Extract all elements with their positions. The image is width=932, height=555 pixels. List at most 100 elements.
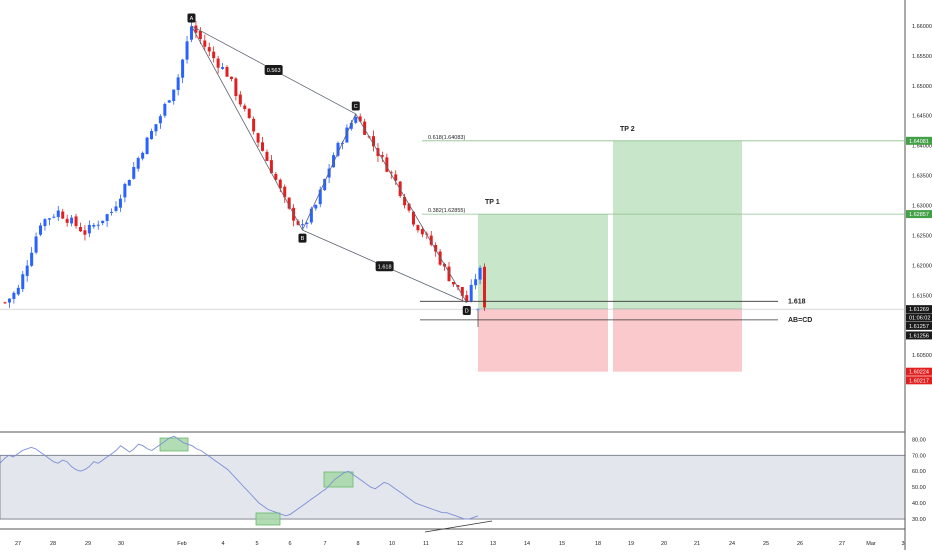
- candle: [136, 158, 140, 169]
- drawings-layer: TP 1 TP 2 0.618(1.64083) 0.382(1.62855) 1.61…: [0, 13, 812, 533]
- time-tick-label: 27: [839, 541, 845, 547]
- candle: [256, 133, 260, 143]
- price-tag: [906, 321, 932, 330]
- candle: [105, 214, 109, 221]
- candle: [305, 222, 309, 224]
- time-tick-label: 28: [50, 541, 56, 547]
- candle: [21, 274, 25, 290]
- candle: [336, 142, 340, 156]
- candle: [296, 221, 300, 225]
- candle: [101, 220, 105, 224]
- candle: [474, 279, 478, 286]
- rsi-divergence-line: [424, 520, 493, 533]
- price-tick-label: 1.60500: [912, 353, 932, 359]
- price-tag-label: 01:06:02: [909, 315, 930, 321]
- price-tick-label: 1.62500: [912, 233, 932, 239]
- time-tick-label: 24: [729, 541, 735, 547]
- pattern-point-tag: [298, 233, 307, 243]
- candle: [411, 211, 415, 225]
- candle: [354, 117, 358, 123]
- pattern-point-tag: [187, 13, 196, 23]
- candle: [243, 105, 247, 109]
- candle: [141, 152, 145, 159]
- candle: [447, 266, 451, 282]
- candle: [327, 168, 331, 178]
- candle: [61, 211, 65, 219]
- time-tick-label: 13: [490, 541, 496, 547]
- time-tick-label: Feb: [177, 541, 186, 547]
- candle: [345, 127, 349, 143]
- price-tick-label: 1.65500: [912, 54, 932, 60]
- candle: [300, 224, 304, 226]
- candle: [150, 131, 154, 140]
- candle: [283, 186, 287, 198]
- price-tick-label: 1.62000: [912, 263, 932, 269]
- candle: [198, 30, 202, 39]
- candle: [429, 235, 433, 245]
- candle: [380, 155, 384, 157]
- rsi-highlight-box: [323, 471, 354, 488]
- time-tick-label: 25: [763, 541, 769, 547]
- candle: [167, 100, 171, 103]
- candle: [394, 174, 398, 181]
- candle: [12, 292, 16, 299]
- candle: [176, 77, 180, 91]
- level-label: 1.618: [788, 298, 806, 305]
- candle: [358, 116, 362, 122]
- candle: [456, 284, 460, 288]
- price-tick-label: 1.64500: [912, 114, 932, 120]
- candle: [476, 308, 480, 311]
- time-tick-label: 12: [457, 541, 463, 547]
- rsi-tick-label: 70.00: [912, 453, 926, 459]
- price-tag-label: 1.61256: [909, 333, 929, 339]
- candle: [438, 251, 442, 265]
- candle: [389, 172, 393, 174]
- candle: [74, 216, 78, 227]
- candle: [78, 227, 82, 232]
- candle: [274, 173, 278, 180]
- pattern-point-label: B: [301, 236, 305, 242]
- candle: [203, 40, 207, 47]
- price-tag: [906, 210, 932, 219]
- pattern-leg: [191, 25, 303, 231]
- candle: [318, 189, 322, 205]
- candle: [221, 67, 225, 69]
- time-tick-label: 30: [118, 541, 124, 547]
- candle: [420, 229, 424, 235]
- target-label: TP 1: [485, 199, 500, 206]
- candle: [163, 103, 167, 116]
- candle: [287, 197, 291, 209]
- level-label: AB=CD: [788, 317, 812, 324]
- candle: [118, 198, 122, 208]
- candle: [207, 47, 211, 52]
- price-tag: [906, 367, 932, 376]
- price-tag-label: 1.60217: [909, 378, 929, 384]
- price-tag-label: 1.60224: [909, 370, 929, 376]
- candle: [34, 236, 38, 253]
- candle: [172, 89, 176, 102]
- candle: [238, 94, 242, 105]
- candle: [194, 25, 198, 33]
- candle: [212, 51, 216, 59]
- candle: [154, 124, 158, 132]
- candle: [43, 219, 47, 227]
- take-profit-zone: [613, 140, 742, 310]
- candle: [25, 265, 29, 276]
- candle: [30, 252, 34, 266]
- time-tick-label: 14: [524, 541, 530, 547]
- stop-loss-zone: [478, 309, 608, 372]
- price-tag: [906, 136, 932, 145]
- rsi-tick-label: 50.00: [912, 485, 926, 491]
- time-tick-label: 11: [423, 541, 429, 547]
- rsi-highlight-box: [255, 512, 281, 526]
- candle: [234, 78, 238, 97]
- candle: [478, 267, 482, 280]
- rsi-tick-label: 40.00: [912, 501, 926, 507]
- price-tick-label: 1.64000: [912, 144, 932, 150]
- rsi-tick-label: 60.00: [912, 469, 926, 475]
- pattern-leg: [355, 113, 468, 303]
- candle: [252, 118, 256, 132]
- candle: [87, 224, 91, 234]
